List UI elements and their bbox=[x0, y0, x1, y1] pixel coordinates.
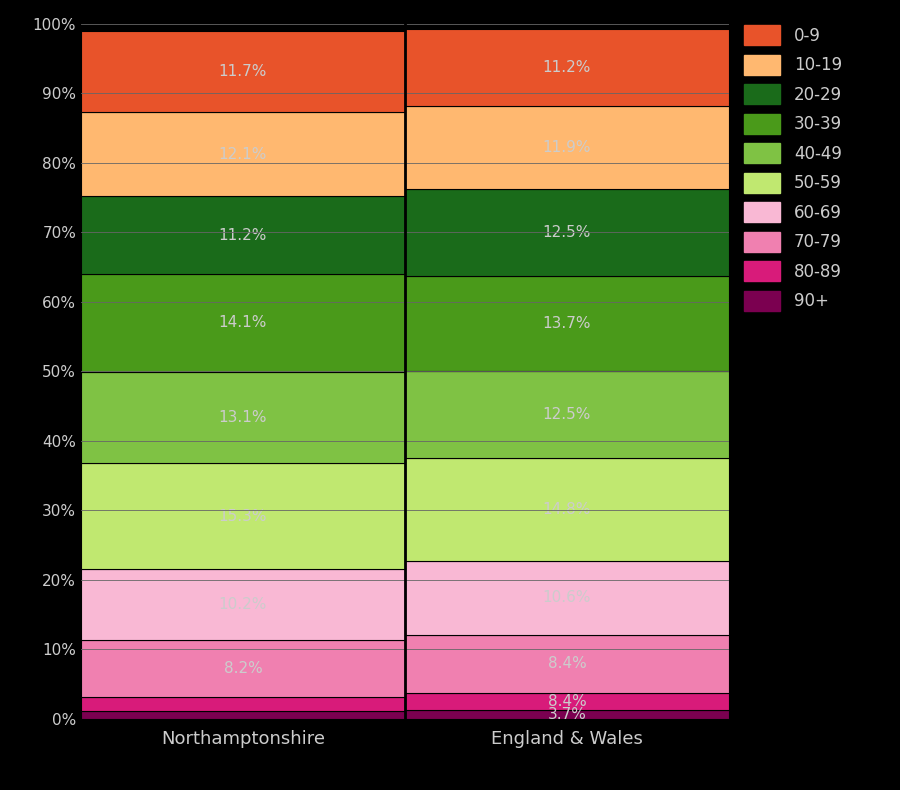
Text: 11.7%: 11.7% bbox=[219, 64, 267, 79]
Text: 13.7%: 13.7% bbox=[543, 316, 591, 331]
Text: 12.5%: 12.5% bbox=[543, 408, 591, 422]
Bar bbox=[81, 196, 405, 274]
Text: 14.8%: 14.8% bbox=[543, 502, 591, 517]
Bar bbox=[81, 112, 405, 196]
Legend: 0-9, 10-19, 20-29, 30-39, 40-49, 50-59, 60-69, 70-79, 80-89, 90+: 0-9, 10-19, 20-29, 30-39, 40-49, 50-59, … bbox=[743, 25, 842, 311]
Bar bbox=[81, 570, 405, 641]
Text: 15.3%: 15.3% bbox=[219, 509, 267, 524]
Text: 12.1%: 12.1% bbox=[219, 147, 267, 161]
Bar bbox=[405, 189, 729, 276]
Text: 8.4%: 8.4% bbox=[547, 656, 587, 672]
Bar bbox=[405, 371, 729, 458]
Bar bbox=[405, 710, 729, 719]
Text: 8.4%: 8.4% bbox=[547, 694, 587, 709]
Bar bbox=[81, 31, 405, 112]
Bar bbox=[81, 463, 405, 570]
Bar bbox=[405, 107, 729, 189]
Bar bbox=[405, 458, 729, 561]
Bar bbox=[405, 635, 729, 693]
Bar bbox=[405, 28, 729, 107]
Text: 13.1%: 13.1% bbox=[219, 410, 267, 425]
Bar bbox=[81, 274, 405, 372]
Bar bbox=[405, 693, 729, 710]
Text: 11.2%: 11.2% bbox=[219, 228, 267, 243]
Bar bbox=[81, 698, 405, 711]
Bar bbox=[405, 276, 729, 371]
Bar bbox=[405, 561, 729, 635]
Text: 12.5%: 12.5% bbox=[543, 225, 591, 240]
Bar bbox=[81, 711, 405, 719]
Text: 3.7%: 3.7% bbox=[547, 707, 587, 722]
Text: 11.9%: 11.9% bbox=[543, 141, 591, 156]
Bar bbox=[81, 641, 405, 698]
Text: 8.2%: 8.2% bbox=[223, 661, 263, 676]
Bar bbox=[81, 372, 405, 463]
Text: 10.6%: 10.6% bbox=[543, 590, 591, 605]
Text: 11.2%: 11.2% bbox=[543, 60, 591, 75]
Text: 14.1%: 14.1% bbox=[219, 315, 267, 330]
Text: 10.2%: 10.2% bbox=[219, 597, 267, 612]
